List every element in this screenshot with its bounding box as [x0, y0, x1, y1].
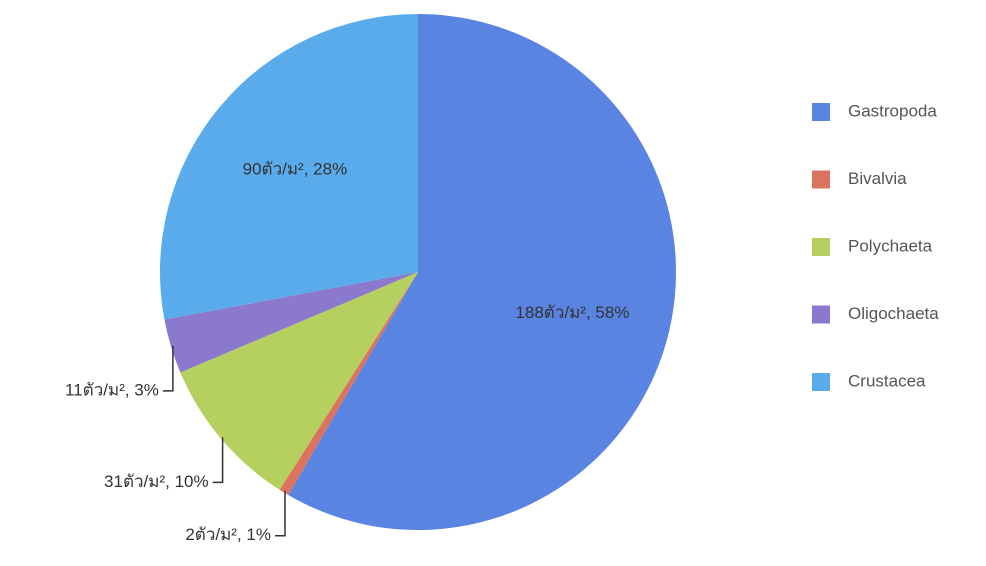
legend-swatch — [812, 103, 830, 121]
legend-label: Gastropoda — [848, 101, 937, 120]
data-label: 2ตัว/ม², 1% — [185, 525, 271, 544]
legend-label: Oligochaeta — [848, 304, 939, 323]
legend: Gastropoda Bivalvia Polychaeta Oligochaeta C… — [848, 101, 939, 390]
pie-slice — [160, 14, 419, 320]
legend-label: Bivalvia — [848, 169, 907, 188]
legend-swatch — [812, 373, 830, 391]
data-label: 90ตัว/ม², 28% — [243, 159, 348, 178]
leader-line — [162, 345, 174, 392]
legend-label: Crustacea — [848, 371, 926, 390]
data-label: 11ตัว/ม², 3% — [65, 380, 159, 399]
legend-swatch — [812, 238, 830, 256]
pie-slice — [164, 272, 418, 373]
legend-label: Polychaeta — [848, 236, 933, 255]
pie-slice — [288, 14, 676, 530]
data-label: 188ตัว/ม², 58% — [515, 303, 629, 322]
pie-slice — [279, 272, 418, 496]
pie-slice — [180, 272, 418, 490]
leader-line — [274, 490, 286, 537]
leader-line — [212, 437, 224, 484]
legend-swatch — [812, 170, 830, 189]
data-label: 31ตัว/ม², 10% — [104, 472, 209, 491]
legend-swatch — [812, 305, 830, 324]
